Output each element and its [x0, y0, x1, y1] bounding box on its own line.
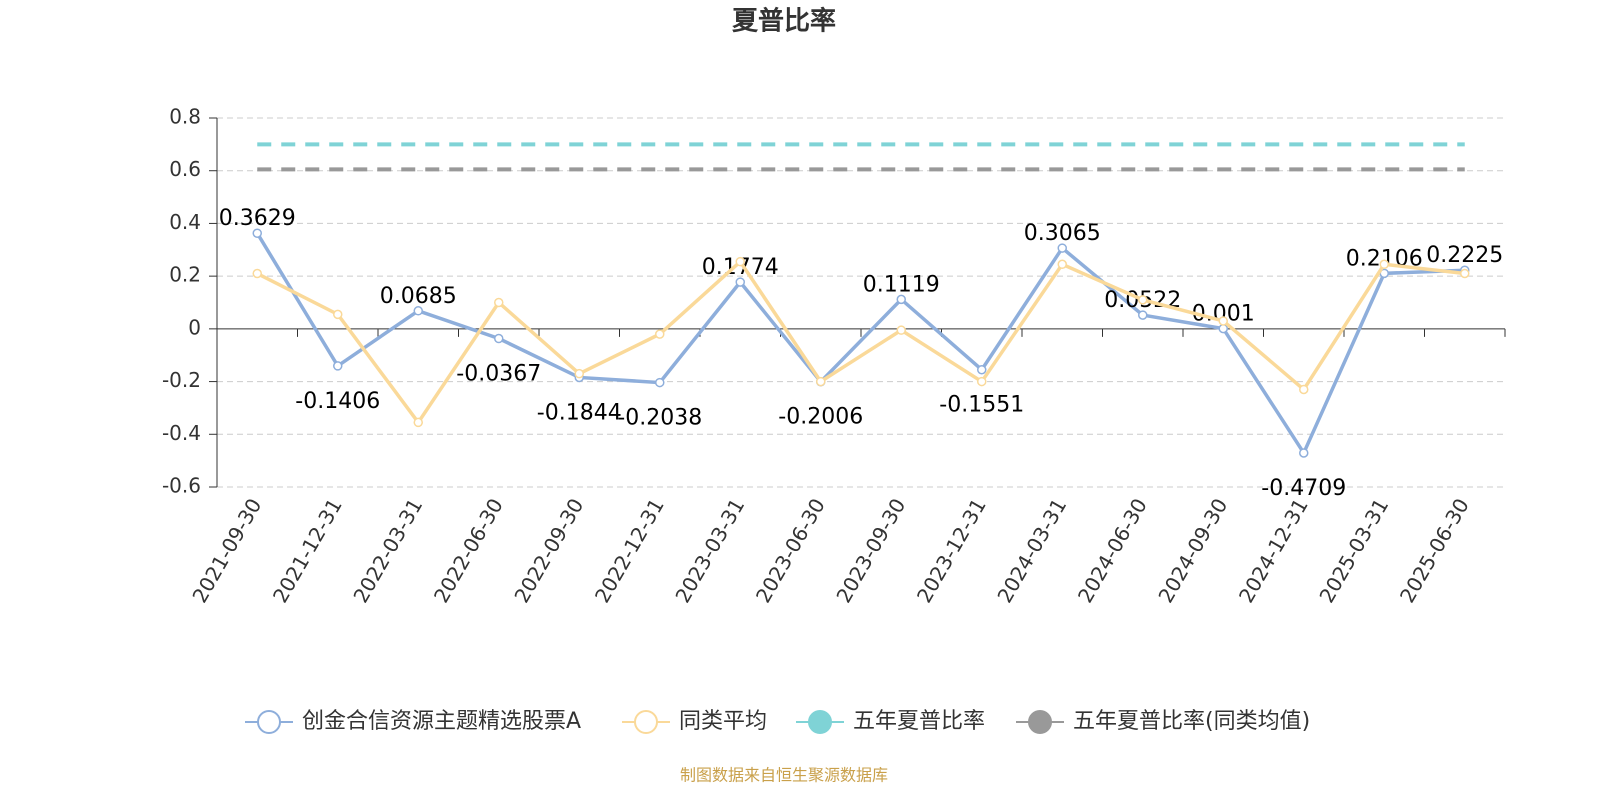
- y-tick-label: 0.4: [169, 210, 201, 234]
- point: [1299, 448, 1309, 458]
- x-tick-label: 2021-12-31: [268, 494, 347, 607]
- data-label: 0.1119: [863, 272, 940, 297]
- x-tick-label: 2022-03-31: [348, 494, 427, 607]
- point: [1057, 243, 1067, 253]
- point: [1218, 316, 1228, 326]
- x-tick-label: 2023-06-30: [751, 494, 830, 607]
- point: [735, 256, 745, 267]
- point: [1138, 310, 1148, 320]
- x-tick-label: 2024-12-31: [1234, 494, 1313, 607]
- x-tick-label: 2023-03-31: [670, 494, 749, 607]
- x-tick-label: 2023-12-31: [912, 494, 991, 607]
- data-label: -0.1844: [537, 400, 622, 425]
- point: [977, 376, 987, 387]
- point: [333, 309, 343, 320]
- point: [333, 361, 343, 371]
- point: [896, 325, 906, 335]
- data-label: 0.2225: [1426, 243, 1503, 268]
- legend-marker: [634, 710, 658, 734]
- point: [1138, 295, 1148, 305]
- point: [655, 377, 665, 388]
- x-tick-label: 2025-03-31: [1314, 494, 1393, 607]
- x-tick-label: 2022-06-30: [429, 494, 508, 607]
- point: [1299, 384, 1309, 395]
- point: [413, 306, 423, 316]
- data-label: -0.2006: [778, 405, 863, 430]
- point: [574, 368, 584, 379]
- y-tick-label: 0: [188, 315, 201, 339]
- y-tick-label: 0.6: [169, 157, 201, 181]
- data-label: -0.0367: [456, 362, 541, 387]
- point: [252, 268, 262, 279]
- x-tick-label: 2024-03-31: [992, 494, 1071, 607]
- x-tick-label: 2022-12-31: [590, 494, 669, 607]
- series-line: [256, 258, 1465, 426]
- x-tick-label: 2023-09-30: [831, 494, 910, 607]
- point: [896, 294, 906, 305]
- legend-label: 五年夏普比率(同类均值): [1073, 709, 1310, 734]
- data-label: -0.1406: [295, 389, 380, 414]
- legend-marker: [808, 710, 832, 734]
- legend-label: 创金合信资源主题精选股票A: [302, 709, 581, 734]
- data-label: 0.3629: [219, 206, 296, 231]
- point: [413, 417, 423, 428]
- point: [1057, 259, 1067, 270]
- y-tick-label: 0.2: [169, 263, 201, 287]
- footer: 制图数据来自恒生聚源数据库: [680, 766, 888, 785]
- data-label: 0.0685: [380, 284, 457, 309]
- point: [977, 364, 987, 375]
- legend-label: 同类平均: [679, 709, 767, 734]
- point: [252, 228, 262, 238]
- point: [494, 333, 504, 344]
- data-label: -0.1551: [939, 393, 1024, 418]
- x-tick-label: 2021-09-30: [187, 494, 266, 607]
- point: [1379, 259, 1389, 270]
- series-line: [255, 232, 1465, 457]
- point: [494, 297, 504, 308]
- x-tick-label: 2025-06-30: [1395, 494, 1474, 607]
- legend-marker: [1028, 710, 1052, 734]
- y-tick-label: -0.2: [162, 368, 201, 392]
- chart-title: 夏普比率: [732, 6, 836, 37]
- x-tick-label: 2022-09-30: [509, 494, 588, 607]
- point: [1460, 268, 1470, 279]
- x-tick-label: 2024-06-30: [1073, 494, 1152, 607]
- y-tick-label: 0.8: [169, 105, 201, 129]
- point: [655, 329, 665, 339]
- y-tick-label: -0.6: [162, 474, 201, 498]
- data-label: -0.4709: [1261, 476, 1346, 501]
- x-tick-label: 2024-09-30: [1153, 494, 1232, 607]
- legend-label: 五年夏普比率: [853, 709, 985, 734]
- point: [816, 376, 826, 387]
- legend-marker: [257, 710, 281, 734]
- point: [735, 277, 745, 287]
- data-label: 0.3065: [1024, 221, 1101, 246]
- data-label: -0.2038: [617, 406, 702, 431]
- y-tick-label: -0.4: [162, 421, 201, 445]
